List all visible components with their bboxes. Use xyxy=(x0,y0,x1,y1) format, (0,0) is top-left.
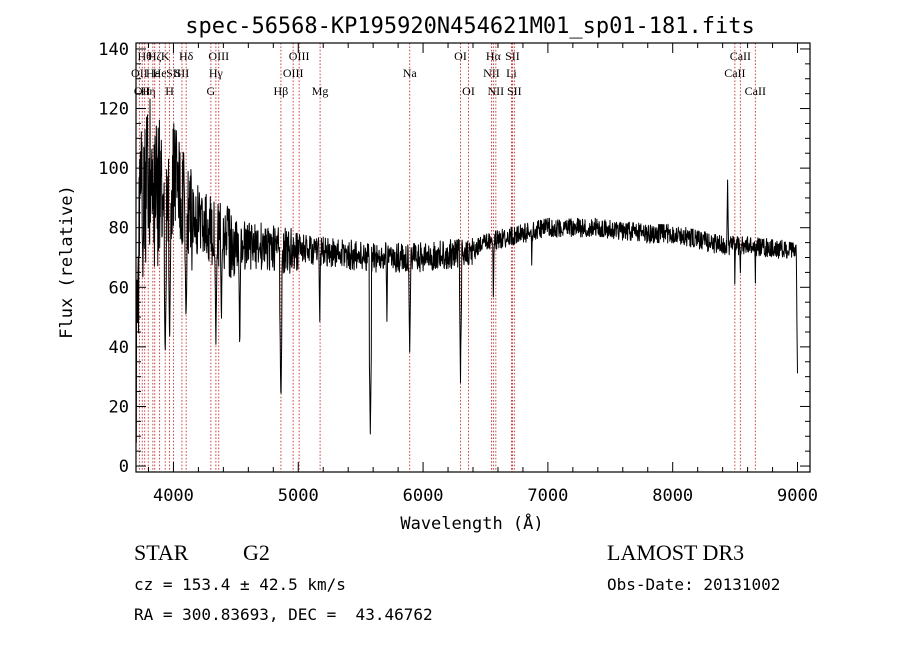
x-tick-label: 9000 xyxy=(777,486,818,506)
line-marker-label: Hα xyxy=(486,49,502,63)
x-axis: 4000 5000 6000 7000 8000 9000 xyxy=(147,43,818,506)
line-marker-label: Hε xyxy=(146,66,160,80)
y-tick-label: 100 xyxy=(98,159,129,179)
y-tick-label: 20 xyxy=(109,397,129,417)
line-marker-label: Hη xyxy=(141,84,156,98)
y-axis-label: Flux (relative) xyxy=(57,185,77,339)
y-axis: 0 20 40 60 80 100 120 140 xyxy=(98,40,810,477)
line-marker-label: Mg xyxy=(312,84,329,98)
survey-name: LAMOST DR3 xyxy=(607,540,744,565)
object-class: STAR xyxy=(134,540,189,565)
x-tick-label: 4000 xyxy=(153,486,194,506)
line-marker-label: Hγ xyxy=(209,66,224,80)
line-marker-label: SII xyxy=(507,84,522,98)
line-marker-label: Li xyxy=(506,66,517,80)
line-marker-label: OI xyxy=(462,84,475,98)
line-marker-label: Hβ xyxy=(274,84,289,98)
coordinates: RA = 300.83693, DEC = 43.46762 xyxy=(134,605,433,624)
x-tick-label: 7000 xyxy=(527,486,568,506)
line-marker-label: He xyxy=(153,66,167,80)
line-marker-label: OIII xyxy=(289,49,310,63)
y-tick-label: 140 xyxy=(98,40,129,60)
line-marker-label: OII xyxy=(131,66,148,80)
y-tick-label: 80 xyxy=(109,219,129,239)
line-marker-label: CaII xyxy=(724,66,745,80)
y-tick-label: 0 xyxy=(119,457,129,477)
line-marker-label: K xyxy=(161,49,170,63)
line-marker-label: CaII xyxy=(730,49,751,63)
line-marker-label: SII xyxy=(175,66,190,80)
y-tick-label: 40 xyxy=(109,338,129,358)
line-marker-label: NII xyxy=(483,66,500,80)
chart-title: spec-56568-KP195920N454621M01_sp01-181.f… xyxy=(185,14,755,39)
line-marker-label: Hθ xyxy=(138,49,153,63)
spectrum-series xyxy=(135,98,798,443)
line-marker-label: NII xyxy=(488,84,505,98)
line-marker-label: Hζ xyxy=(148,49,162,63)
line-marker-label: SII xyxy=(166,66,181,80)
line-marker-label: OI xyxy=(454,49,467,63)
line-marker-label: CaII xyxy=(745,84,766,98)
y-tick-label: 60 xyxy=(109,278,129,298)
spectral-subclass: G2 xyxy=(243,540,270,565)
line-marker-label: OII xyxy=(134,84,151,98)
x-tick-label: 5000 xyxy=(278,486,319,506)
x-axis-label: Wavelength (Å) xyxy=(400,512,543,534)
redshift-cz: cz = 153.4 ± 42.5 km/s xyxy=(134,575,346,594)
observation-date: Obs-Date: 20131002 xyxy=(607,575,780,594)
line-marker-label: Na xyxy=(403,66,418,80)
line-marker-label: SII xyxy=(505,49,520,63)
line-marker-label: G xyxy=(207,84,216,98)
y-tick-label: 120 xyxy=(98,100,129,120)
spectrum-line xyxy=(135,98,798,443)
line-marker-label: OIII xyxy=(208,49,229,63)
line-marker-label: OIII xyxy=(283,66,304,80)
line-marker-label: Hδ xyxy=(179,49,194,63)
x-tick-label: 6000 xyxy=(403,486,444,506)
line-marker-label: H xyxy=(165,84,174,98)
x-tick-label: 8000 xyxy=(652,486,693,506)
